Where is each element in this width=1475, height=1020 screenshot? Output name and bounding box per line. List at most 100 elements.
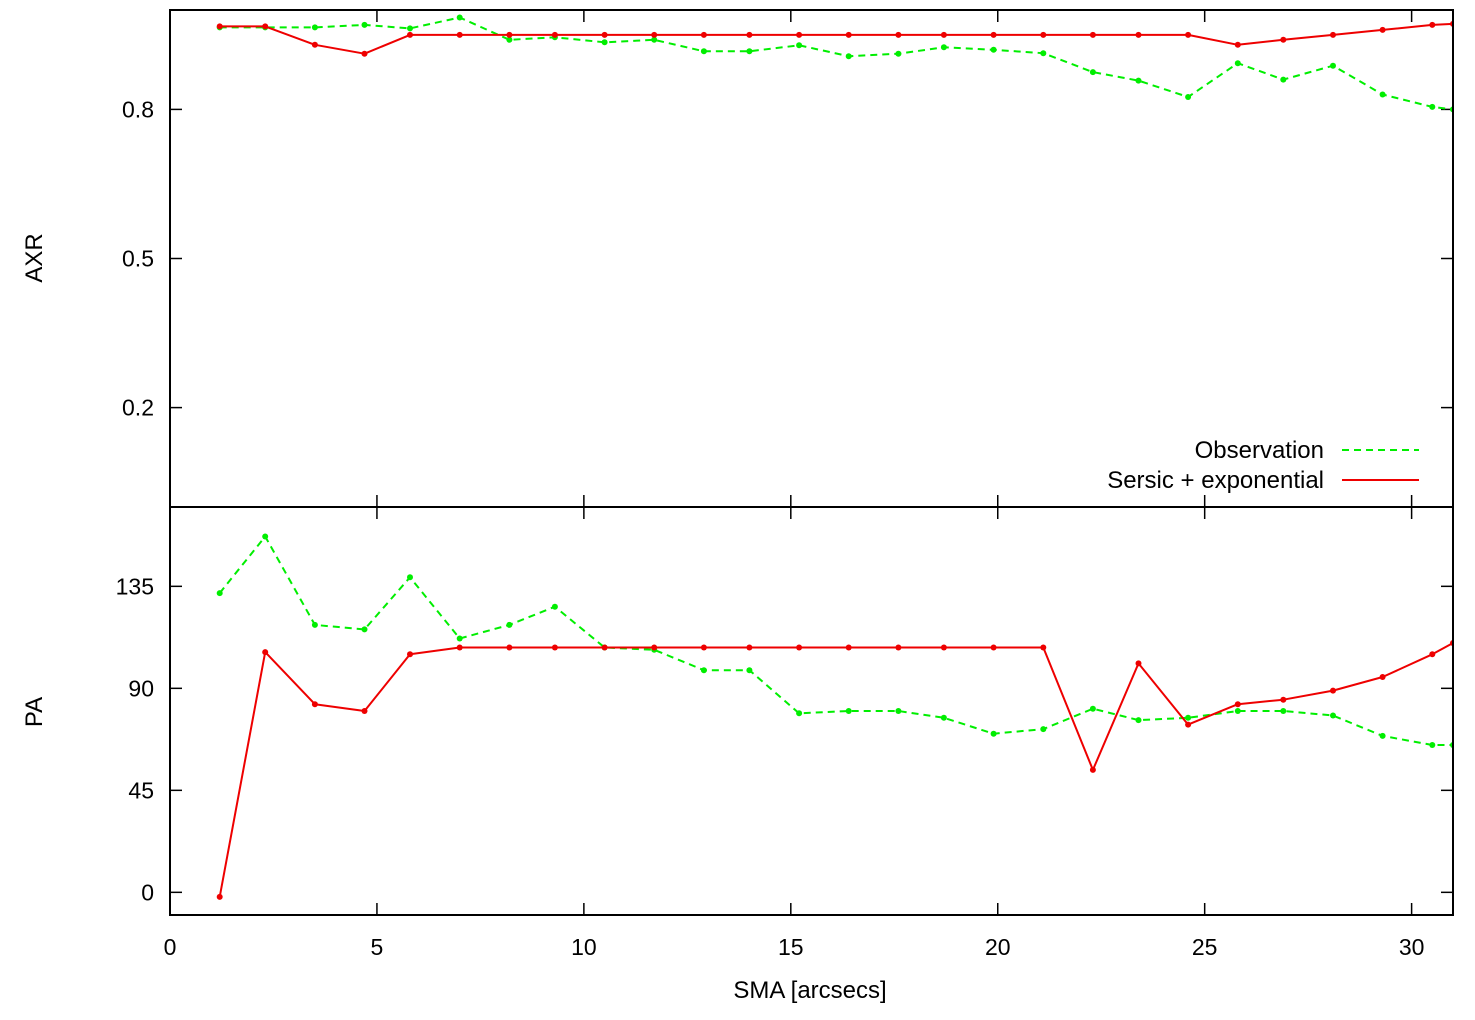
bottom-series-observation	[218, 535, 1453, 746]
bottom-point-observation	[895, 708, 902, 714]
top-point-observation	[990, 46, 997, 53]
top-point-observation	[1379, 91, 1386, 98]
bottom-point-observation	[311, 621, 318, 628]
bottom-point-sersic-exponential	[361, 708, 368, 714]
bottom-point-sersic-exponential	[1429, 651, 1436, 658]
top-y-tick-label: 0.2	[122, 395, 154, 421]
top-y-tick-label: 0.5	[122, 246, 154, 272]
top-point-sersic-exponential	[1429, 21, 1436, 28]
bottom-y-axis-label: PA	[21, 697, 48, 727]
top-point-observation	[361, 21, 368, 28]
bottom-point-observation	[1234, 708, 1241, 714]
bottom-point-observation	[262, 533, 269, 540]
x-axis-label: SMA [arcsecs]	[733, 977, 886, 1004]
x-tick-label: 30	[1399, 934, 1425, 960]
bottom-point-observation	[1330, 712, 1336, 719]
bottom-point-observation	[1040, 726, 1047, 733]
bottom-point-observation	[700, 667, 707, 674]
top-point-observation	[456, 14, 463, 21]
top-point-sersic-exponential	[1280, 36, 1287, 43]
top-point-observation	[940, 44, 947, 51]
top-point-observation	[700, 48, 707, 55]
bottom-point-sersic-exponential	[407, 651, 413, 658]
bottom-point-sersic-exponential	[1280, 696, 1287, 703]
bottom-point-observation	[940, 714, 947, 721]
bottom-point-observation	[796, 710, 803, 717]
top-point-sersic-exponential	[311, 41, 318, 48]
x-tick-label: 20	[985, 934, 1011, 960]
bottom-point-sersic-exponential	[700, 644, 707, 651]
top-point-sersic-exponential	[1234, 41, 1241, 48]
bottom-panel: 0 5 10 15 20 25 30 0 45 90 135 PA SMA [arcsecs]	[21, 506, 1454, 1004]
top-point-sersic-exponential	[262, 23, 269, 30]
bottom-point-observation	[1429, 742, 1436, 748]
bottom-point-sersic-exponential	[1089, 766, 1096, 773]
bottom-point-sersic-exponential	[845, 644, 852, 651]
top-point-sersic-exponential	[1089, 31, 1096, 38]
top-point-observation	[506, 36, 513, 43]
bottom-point-observation	[216, 590, 223, 597]
top-point-sersic-exponential	[216, 23, 223, 30]
top-point-sersic-exponential	[845, 31, 852, 38]
top-point-observation	[796, 42, 803, 49]
bottom-point-sersic-exponential	[506, 644, 513, 651]
bottom-point-sersic-exponential	[1185, 721, 1192, 728]
top-point-observation	[1040, 50, 1047, 57]
bottom-point-observation	[456, 635, 463, 642]
bottom-point-sersic-exponential	[895, 644, 902, 651]
top-plot-area: 0.2 0.5 0.8	[122, 9, 1454, 508]
bottom-point-observation	[1135, 717, 1142, 724]
top-point-observation	[895, 50, 902, 57]
top-point-observation	[746, 48, 753, 55]
top-point-sersic-exponential	[1040, 31, 1047, 38]
legend: Observation Sersic + exponential	[1107, 437, 1419, 494]
top-point-observation	[1185, 94, 1192, 100]
top-point-sersic-exponential	[940, 31, 947, 38]
top-point-sersic-exponential	[456, 31, 463, 38]
bottom-point-observation	[1185, 714, 1192, 721]
top-point-sersic-exponential	[407, 31, 413, 38]
top-panel: 0.2 0.5 0.8 AXR Observation Sersic + expon…	[21, 9, 1454, 508]
top-point-observation	[1280, 76, 1287, 83]
bottom-point-observation	[845, 708, 852, 714]
top-point-observation	[311, 24, 318, 31]
top-point-observation	[1234, 60, 1241, 67]
bottom-point-sersic-exponential	[456, 644, 463, 651]
top-point-sersic-exponential	[651, 31, 658, 38]
top-point-observation	[845, 53, 852, 60]
top-y-axis-label: AXR	[21, 233, 48, 282]
top-point-sersic-exponential	[1330, 31, 1336, 38]
x-tick-label: 5	[371, 934, 384, 960]
x-tick-label: 15	[778, 934, 804, 960]
top-point-sersic-exponential	[506, 31, 513, 38]
top-point-sersic-exponential	[1135, 31, 1142, 38]
bottom-point-sersic-exponential	[990, 644, 997, 651]
bottom-data-group	[216, 533, 1453, 900]
bottom-y-tick-label: 90	[128, 675, 154, 701]
bottom-point-sersic-exponential	[1330, 687, 1336, 694]
bottom-point-observation	[407, 574, 413, 581]
top-point-observation	[407, 25, 413, 32]
bottom-y-tick-label: 135	[116, 573, 154, 599]
bottom-point-sersic-exponential	[601, 644, 608, 651]
bottom-point-sersic-exponential	[551, 644, 558, 651]
bottom-y-tick-label: 45	[128, 777, 154, 803]
bottom-point-sersic-exponential	[1040, 644, 1047, 651]
bottom-point-sersic-exponential	[311, 701, 318, 708]
top-point-sersic-exponential	[796, 31, 803, 38]
legend-label-observation: Observation	[1195, 437, 1324, 464]
top-point-observation	[601, 39, 608, 46]
bottom-point-sersic-exponential	[940, 644, 947, 651]
x-tick-label: 10	[571, 934, 597, 960]
top-point-sersic-exponential	[601, 31, 608, 38]
top-point-observation	[1429, 103, 1436, 110]
bottom-point-observation	[1280, 708, 1287, 714]
bottom-point-sersic-exponential	[1234, 701, 1241, 708]
bottom-point-sersic-exponential	[746, 644, 753, 651]
bottom-point-observation	[746, 667, 753, 674]
top-point-sersic-exponential	[551, 31, 558, 38]
top-point-sersic-exponential	[361, 50, 368, 57]
top-point-sersic-exponential	[700, 31, 707, 38]
